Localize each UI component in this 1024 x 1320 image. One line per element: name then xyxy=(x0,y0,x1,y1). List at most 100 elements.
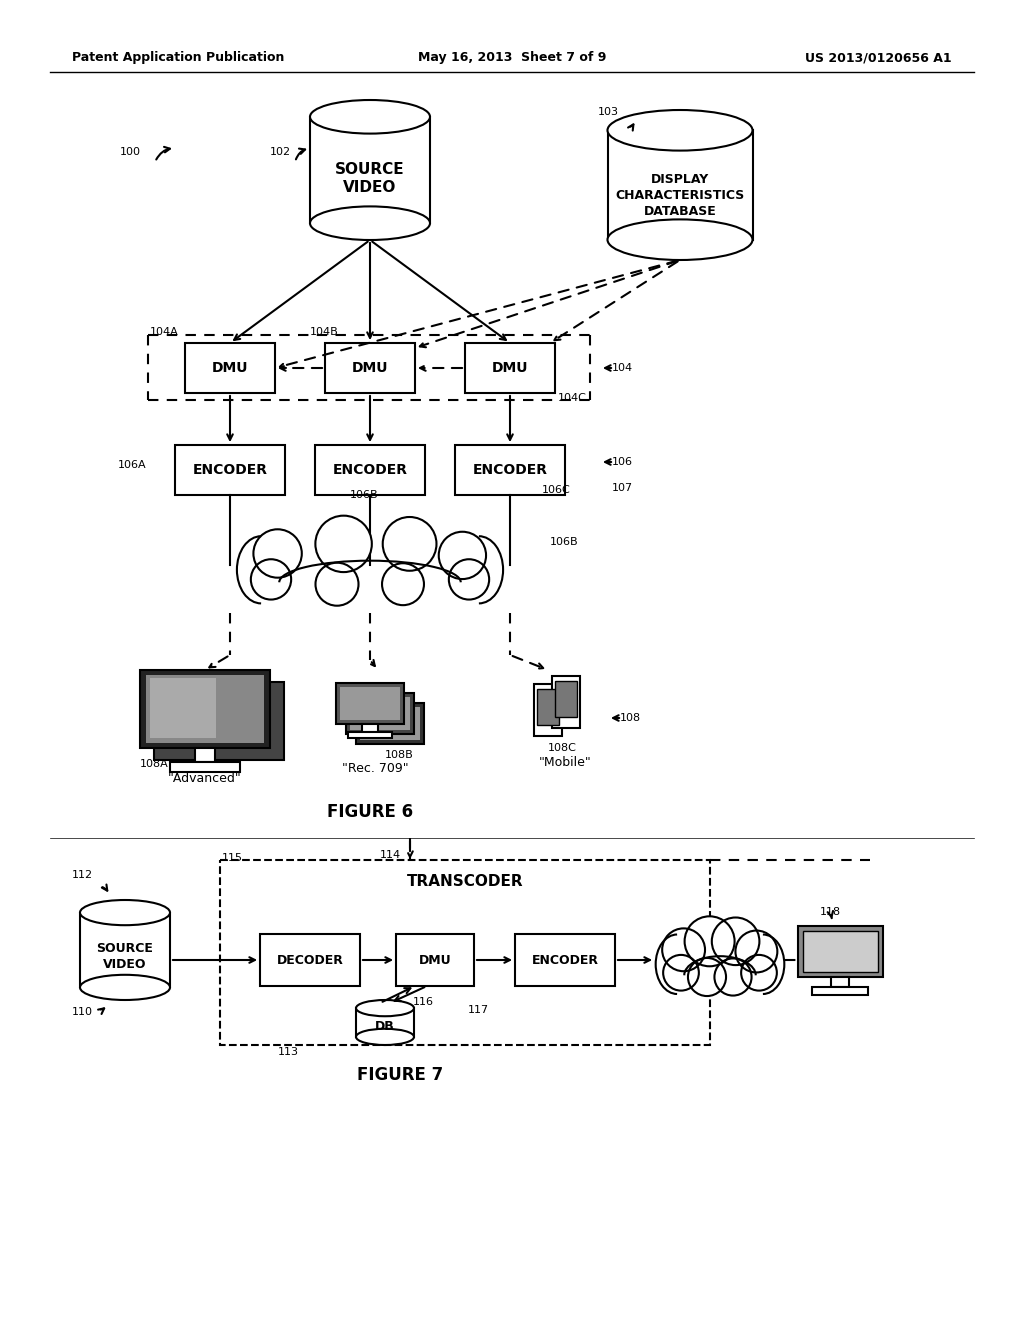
Text: 114: 114 xyxy=(380,850,401,861)
Text: ENCODER: ENCODER xyxy=(472,463,548,477)
Text: 108A: 108A xyxy=(140,759,169,770)
Text: FIGURE 6: FIGURE 6 xyxy=(327,803,413,821)
Bar xyxy=(798,927,883,977)
Bar xyxy=(348,731,392,738)
Bar xyxy=(555,681,577,717)
Bar xyxy=(346,693,414,734)
Ellipse shape xyxy=(80,974,170,1001)
Circle shape xyxy=(663,928,705,972)
Text: 104B: 104B xyxy=(310,327,339,337)
Text: ENCODER: ENCODER xyxy=(531,953,598,966)
Text: 106A: 106A xyxy=(118,459,146,470)
Bar xyxy=(140,671,270,748)
Ellipse shape xyxy=(80,900,170,925)
Ellipse shape xyxy=(255,536,485,594)
Text: "Rec. 709": "Rec. 709" xyxy=(342,762,409,775)
Text: 106B: 106B xyxy=(350,490,379,500)
Text: 104A: 104A xyxy=(150,327,179,337)
Bar xyxy=(396,935,474,986)
Circle shape xyxy=(449,560,489,599)
Bar xyxy=(175,445,285,495)
Bar xyxy=(537,689,559,726)
Bar xyxy=(80,912,170,987)
Text: SOURCE
VIDEO: SOURCE VIDEO xyxy=(96,941,154,970)
Bar xyxy=(362,723,378,731)
Text: 103: 103 xyxy=(598,107,618,117)
Circle shape xyxy=(315,562,358,606)
Text: Patent Application Publication: Patent Application Publication xyxy=(72,51,285,65)
Text: SOURCE
VIDEO: SOURCE VIDEO xyxy=(335,161,404,195)
Circle shape xyxy=(251,560,291,599)
Text: 113: 113 xyxy=(278,1047,299,1057)
Text: "Advanced": "Advanced" xyxy=(168,771,242,784)
Circle shape xyxy=(685,916,734,966)
Text: 108: 108 xyxy=(620,713,641,723)
Text: ENCODER: ENCODER xyxy=(193,463,267,477)
Text: TRANSCODER: TRANSCODER xyxy=(407,874,523,890)
Bar xyxy=(455,445,565,495)
Bar xyxy=(515,935,615,986)
Ellipse shape xyxy=(356,1028,414,1045)
Bar xyxy=(220,861,710,1045)
Text: 108C: 108C xyxy=(548,743,577,752)
Bar xyxy=(607,131,753,240)
Bar xyxy=(812,987,868,995)
Text: 102: 102 xyxy=(270,147,291,157)
Bar xyxy=(150,678,216,738)
Text: DMU: DMU xyxy=(419,953,452,966)
Ellipse shape xyxy=(675,935,766,986)
Text: 116: 116 xyxy=(413,997,434,1007)
Text: 106: 106 xyxy=(612,457,633,467)
Bar xyxy=(831,977,849,987)
Text: DISPLAY
CHARACTERISTICS
DATABASE: DISPLAY CHARACTERISTICS DATABASE xyxy=(615,173,744,218)
Text: 108B: 108B xyxy=(385,750,414,760)
Ellipse shape xyxy=(356,1001,414,1016)
Text: "Mobile": "Mobile" xyxy=(539,755,592,768)
Bar xyxy=(340,686,400,719)
Text: 106B: 106B xyxy=(550,537,579,546)
Text: DMU: DMU xyxy=(352,360,388,375)
Bar xyxy=(170,762,240,772)
Text: 104C: 104C xyxy=(558,393,587,403)
Text: 115: 115 xyxy=(222,853,243,863)
Circle shape xyxy=(735,931,777,973)
Text: FIGURE 7: FIGURE 7 xyxy=(357,1067,443,1084)
Text: May 16, 2013  Sheet 7 of 9: May 16, 2013 Sheet 7 of 9 xyxy=(418,51,606,65)
Bar xyxy=(552,676,580,729)
Text: 100: 100 xyxy=(120,147,141,157)
Ellipse shape xyxy=(607,219,753,260)
Bar xyxy=(360,706,420,739)
Ellipse shape xyxy=(310,206,430,240)
Circle shape xyxy=(741,954,777,990)
Bar xyxy=(325,343,415,393)
Bar xyxy=(356,702,424,743)
Bar xyxy=(803,931,878,972)
Ellipse shape xyxy=(607,110,753,150)
Text: DMU: DMU xyxy=(492,360,528,375)
Ellipse shape xyxy=(310,100,430,133)
Bar xyxy=(146,675,264,743)
Bar xyxy=(356,1008,414,1038)
Circle shape xyxy=(438,532,486,579)
Text: US 2013/0120656 A1: US 2013/0120656 A1 xyxy=(805,51,952,65)
Bar xyxy=(465,343,555,393)
Circle shape xyxy=(382,564,424,605)
Text: ENCODER: ENCODER xyxy=(333,463,408,477)
Text: 106C: 106C xyxy=(542,484,570,495)
Text: 117: 117 xyxy=(468,1005,489,1015)
Circle shape xyxy=(664,954,698,990)
Text: 107: 107 xyxy=(612,483,633,492)
Bar xyxy=(195,748,215,762)
Text: 118: 118 xyxy=(820,907,841,917)
Circle shape xyxy=(315,516,372,572)
Circle shape xyxy=(715,958,752,995)
Bar xyxy=(534,684,562,737)
Bar xyxy=(310,116,430,223)
Text: DMU: DMU xyxy=(212,360,248,375)
Bar xyxy=(185,343,275,393)
Bar xyxy=(260,935,360,986)
Bar xyxy=(154,682,284,760)
Bar xyxy=(350,697,410,730)
Text: 104: 104 xyxy=(612,363,633,374)
Text: DECODER: DECODER xyxy=(276,953,343,966)
